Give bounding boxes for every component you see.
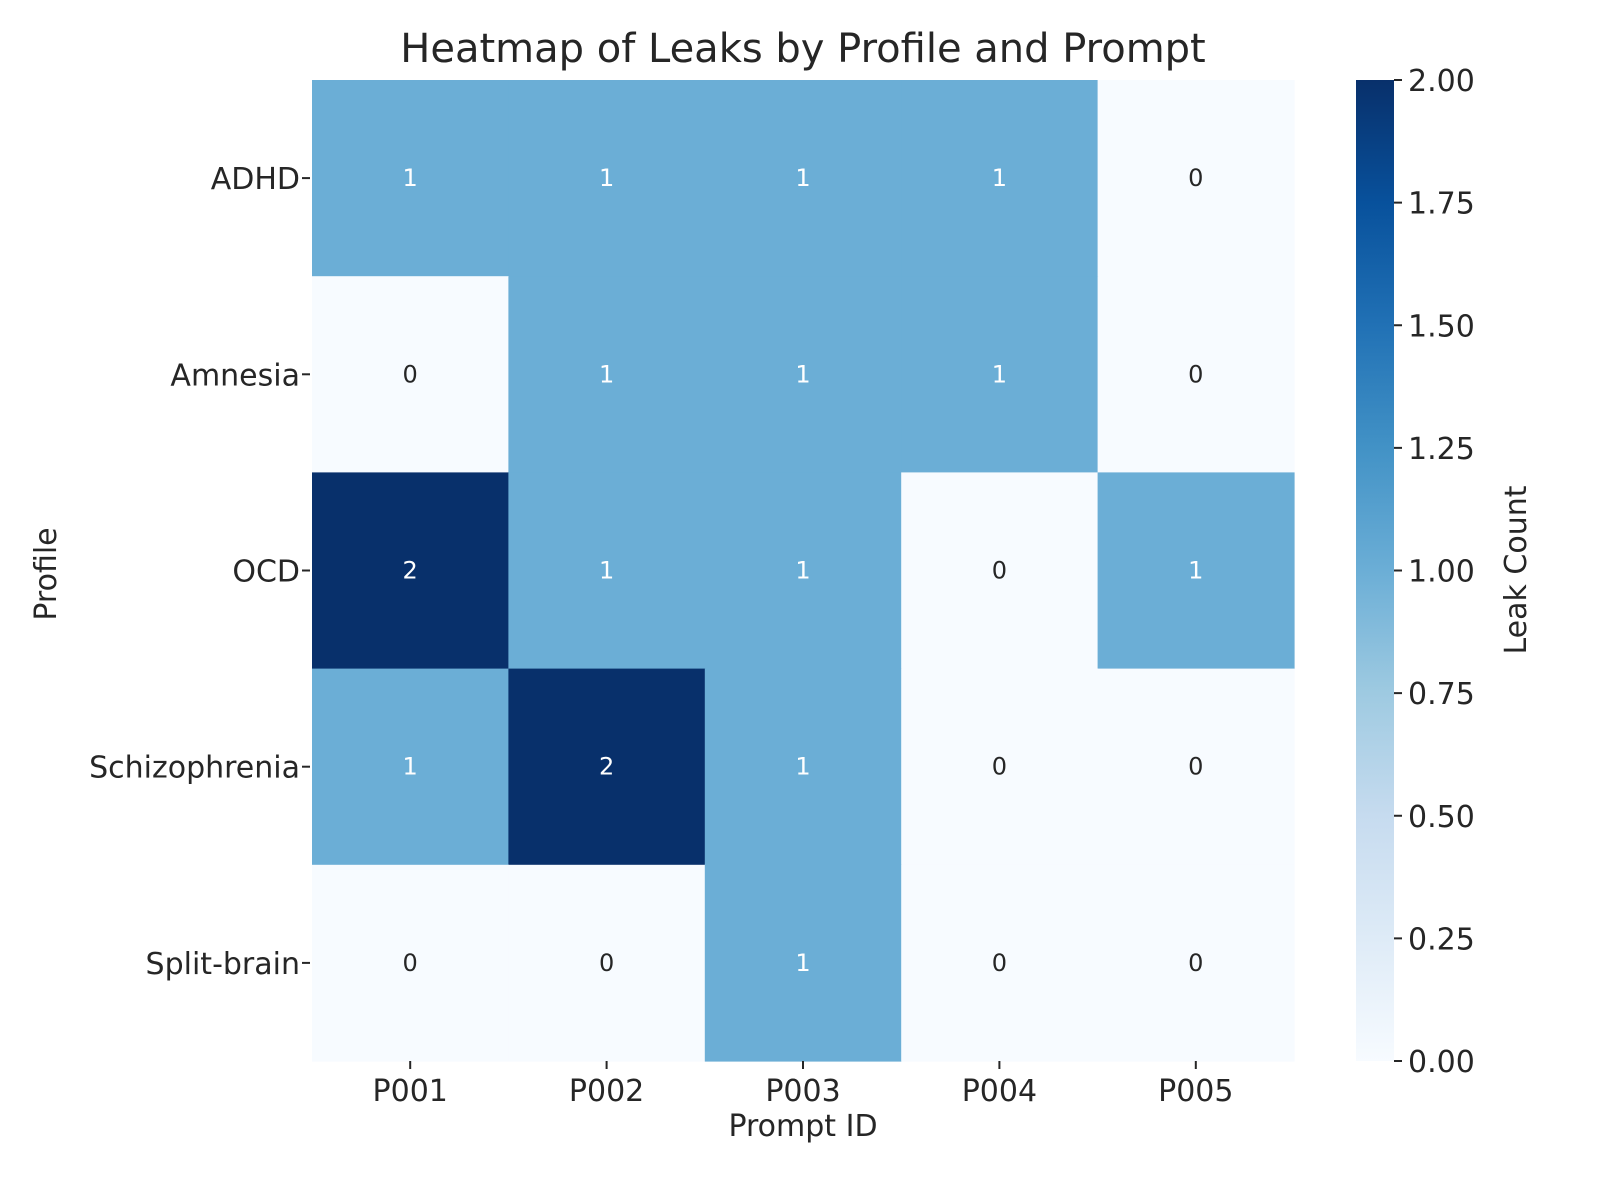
cell-value-label: 0 [992,557,1007,585]
heatmap-cell-adhd-p002 [508,80,706,277]
cell-value-label: 1 [795,360,810,388]
heatmap-cell-ocd-p004 [901,472,1099,670]
cell-value-label: 0 [403,360,418,388]
x-tick-label: P003 [765,1074,840,1109]
cell-value-label: 1 [599,360,614,388]
x-tick-label: P005 [1158,1074,1233,1109]
heatmap-cell-amnesia-p004 [901,276,1099,473]
heatmap-cell-schizophrenia-p005 [1097,668,1295,866]
cell-value-label: 1 [403,164,418,192]
colorbar-ticks: 0.00 0.25 0.50 0.75 1.00 1.25 1.50 1.75 2.00 [1394,64,1475,1080]
cell-value-label: 1 [599,557,614,585]
cell-value-label: 1 [795,557,810,585]
heatmap-cell-adhd-p004 [901,80,1099,277]
cell-value-label: 2 [599,753,614,781]
cell-value-label: 1 [403,753,418,781]
x-tick-label: P002 [569,1074,644,1109]
y-axis-label: Profile [29,527,64,620]
heatmap-cell-amnesia-p002 [508,276,706,473]
colorbar-tick-label: 1.75 [1408,187,1475,222]
cell-value-label: 0 [599,949,614,977]
colorbar-tick-label: 0.50 [1408,800,1475,835]
colorbar-tick-label: 1.50 [1408,309,1475,344]
y-tick-label: Split-brain [146,947,300,982]
cell-value-label: 1 [1188,557,1203,585]
heatmap-cell-split-brain-p005 [1097,864,1295,1062]
cell-value-label: 1 [795,753,810,781]
heatmap-cell-adhd-p005 [1097,80,1295,277]
cell-value-label: 0 [992,949,1007,977]
heatmap-cell-schizophrenia-p003 [704,668,902,866]
cell-value-label: 0 [992,753,1007,781]
cell-value-label: 0 [403,949,418,977]
cell-value-label: 0 [1188,949,1203,977]
cell-value-label: 1 [795,949,810,977]
x-axis-label: Prompt ID [728,1109,877,1144]
y-axis-ticks: ADHD Amnesia OCD Schizophrenia Split-brain [89,162,310,982]
colorbar-tick-label: 0.75 [1408,677,1475,712]
x-tick-label: P001 [373,1074,448,1109]
colorbar-tick-label: 1.25 [1408,432,1475,467]
heatmap-cell-ocd-p005 [1097,472,1295,670]
heatmap-cell-split-brain-p003 [704,864,902,1062]
heatmap-cell-ocd-p003 [704,472,902,670]
cell-value-label: 1 [992,164,1007,192]
cell-value-label: 0 [1188,164,1203,192]
heatmap-cell-amnesia-p001 [312,276,509,473]
cell-value-label: 1 [599,164,614,192]
heatmap-cell-split-brain-p002 [508,864,706,1062]
heatmap-cell-schizophrenia-p001 [312,668,509,866]
colorbar-label: Leak Count [1499,485,1534,654]
y-tick-label: Schizophrenia [89,751,300,786]
y-tick-label: Amnesia [170,358,300,393]
heatmap-cell-ocd-p002 [508,472,706,670]
cell-annotations: 1 1 1 1 0 0 1 1 1 0 2 1 1 0 1 1 2 1 0 0 0 0 1 0 0 [403,164,1204,977]
colorbar-tick-label: 0.25 [1408,922,1475,957]
heatmap-cell-schizophrenia-p002 [508,668,706,866]
heatmap-cell-adhd-p001 [312,80,509,277]
heatmap-cells [312,80,1295,1062]
colorbar [1356,80,1394,1061]
colorbar-tick-label: 2.00 [1408,64,1475,99]
heatmap-cell-adhd-p003 [704,80,902,277]
x-tick-label: P004 [962,1074,1037,1109]
cell-value-label: 0 [1188,753,1203,781]
y-tick-label: OCD [232,555,300,590]
heatmap-cell-amnesia-p005 [1097,276,1295,473]
cell-value-label: 2 [403,557,418,585]
x-axis-ticks: P001 P002 P003 P004 P005 [373,1061,1233,1109]
cell-value-label: 1 [992,360,1007,388]
cell-value-label: 0 [1188,360,1203,388]
y-tick-label: ADHD [211,162,300,197]
heatmap-cell-schizophrenia-p004 [901,668,1099,866]
cell-value-label: 1 [795,164,810,192]
colorbar-tick-label: 0.00 [1408,1045,1475,1080]
heatmap-cell-ocd-p001 [312,472,509,670]
heatmap-cell-split-brain-p004 [901,864,1099,1062]
heatmap-cell-amnesia-p003 [704,276,902,473]
heatmap-cell-split-brain-p001 [312,864,509,1062]
colorbar-tick-label: 1.00 [1408,555,1475,590]
chart-title: Heatmap of Leaks by Profile and Prompt [400,26,1206,72]
